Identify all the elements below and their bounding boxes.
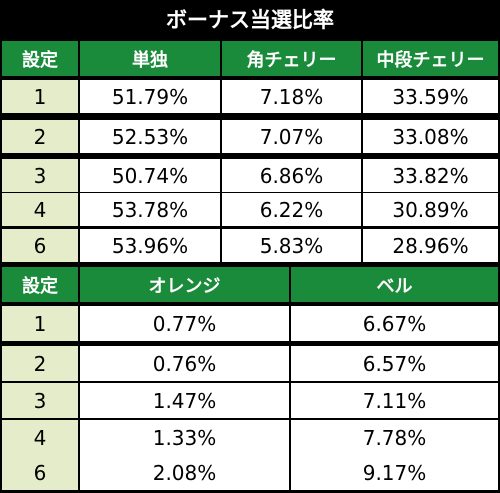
value-cell: 1.47% <box>80 383 289 418</box>
value-cell: 6.22% <box>222 193 361 226</box>
value-cell: 51.79% <box>80 80 220 113</box>
value-cell: 6.86% <box>222 159 361 192</box>
value-cell: 33.59% <box>363 80 498 113</box>
value-cell: 0.76% <box>80 346 289 381</box>
setting-cell: 6 <box>2 229 78 262</box>
column-header: ベル <box>291 267 498 302</box>
value-cell: 33.82% <box>363 159 498 192</box>
value-cell: 7.78% <box>291 420 498 455</box>
column-header: 設定 <box>2 41 78 76</box>
value-cell: 53.96% <box>80 229 220 262</box>
setting-cell: 4 <box>2 420 78 455</box>
setting-cell: 4 <box>2 193 78 226</box>
value-cell: 9.17% <box>291 455 498 490</box>
value-cell: 0.77% <box>80 306 289 341</box>
value-cell: 1.33% <box>80 420 289 455</box>
setting-cell: 3 <box>2 383 78 418</box>
value-cell: 30.89% <box>363 193 498 226</box>
value-cell: 53.78% <box>80 193 220 226</box>
value-cell: 7.07% <box>222 120 361 153</box>
value-cell: 2.08% <box>80 455 289 490</box>
setting-cell: 2 <box>2 120 78 153</box>
setting-cell: 6 <box>2 455 78 490</box>
setting-cell: 1 <box>2 80 78 113</box>
value-cell: 33.08% <box>363 120 498 153</box>
value-cell: 7.18% <box>222 80 361 113</box>
value-cell: 50.74% <box>80 159 220 192</box>
column-header: 設定 <box>2 267 78 302</box>
value-cell: 6.67% <box>291 306 498 341</box>
setting-cell: 2 <box>2 346 78 381</box>
setting-cell: 1 <box>2 306 78 341</box>
column-header: 角チェリー <box>222 41 361 76</box>
column-header: 単独 <box>80 41 220 76</box>
value-cell: 5.83% <box>222 229 361 262</box>
value-cell: 6.57% <box>291 346 498 381</box>
column-header: 中段チェリー <box>363 41 498 76</box>
value-cell: 28.96% <box>363 229 498 262</box>
value-cell: 7.11% <box>291 383 498 418</box>
value-cell: 52.53% <box>80 120 220 153</box>
column-header: オレンジ <box>80 267 289 302</box>
page-title: ボーナス当選比率 <box>166 8 334 32</box>
setting-cell: 3 <box>2 159 78 192</box>
